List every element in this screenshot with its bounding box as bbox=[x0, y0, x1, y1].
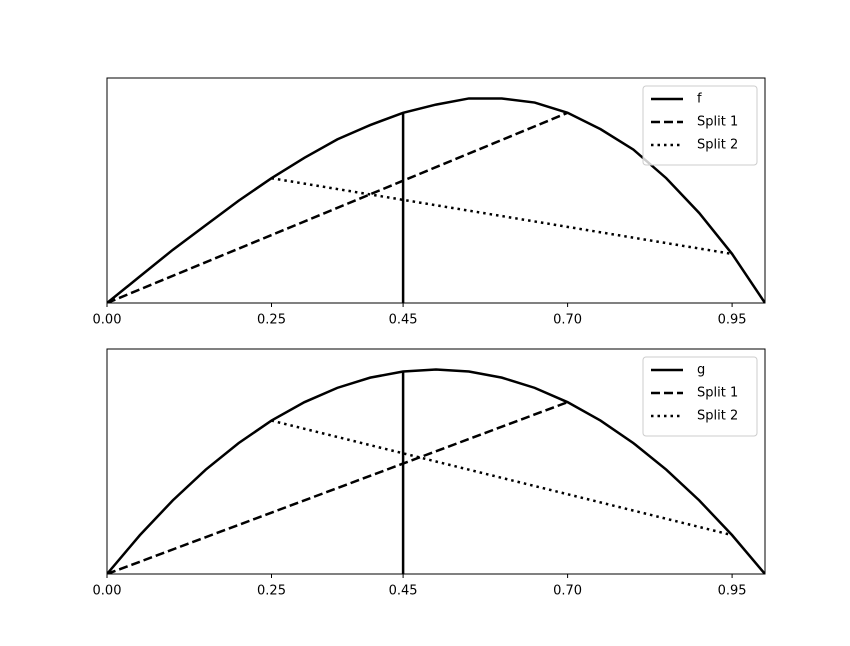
x-tick-label: 0.45 bbox=[389, 584, 418, 599]
x-tick-label: 0.00 bbox=[93, 313, 122, 328]
x-tick-label: 0.70 bbox=[553, 313, 582, 328]
legend-label: Split 2 bbox=[697, 138, 738, 153]
x-tick-label: 0.45 bbox=[389, 313, 418, 328]
series-line bbox=[107, 111, 569, 303]
plot-area bbox=[107, 368, 765, 574]
series-line bbox=[107, 401, 569, 574]
legend-label: Split 1 bbox=[697, 386, 738, 401]
x-tick-label: 0.95 bbox=[718, 584, 747, 599]
legend-label: g bbox=[697, 363, 705, 378]
x-tick-label: 0.95 bbox=[718, 313, 747, 328]
legend-label: f bbox=[697, 92, 702, 107]
subplot: 0.00 0.25 0.45 0.70 0.95 g Split 1 Split 2 bbox=[93, 348, 766, 599]
axes-frame bbox=[106, 348, 766, 575]
series-line bbox=[271, 176, 733, 256]
plot-area bbox=[107, 97, 765, 303]
series-line bbox=[271, 419, 733, 537]
x-tick-label: 0.00 bbox=[93, 584, 122, 599]
series-line bbox=[107, 97, 765, 303]
x-tick-label: 0.25 bbox=[257, 584, 286, 599]
axes-frame bbox=[106, 77, 766, 304]
x-tick-label: 0.25 bbox=[257, 313, 286, 328]
legend-label: Split 1 bbox=[697, 115, 738, 130]
legend-label: Split 2 bbox=[697, 409, 738, 424]
x-tick-label: 0.70 bbox=[553, 584, 582, 599]
series-line bbox=[107, 368, 765, 574]
subplot: 0.00 0.25 0.45 0.70 0.95 f Split 1 Split 2 bbox=[93, 77, 766, 328]
